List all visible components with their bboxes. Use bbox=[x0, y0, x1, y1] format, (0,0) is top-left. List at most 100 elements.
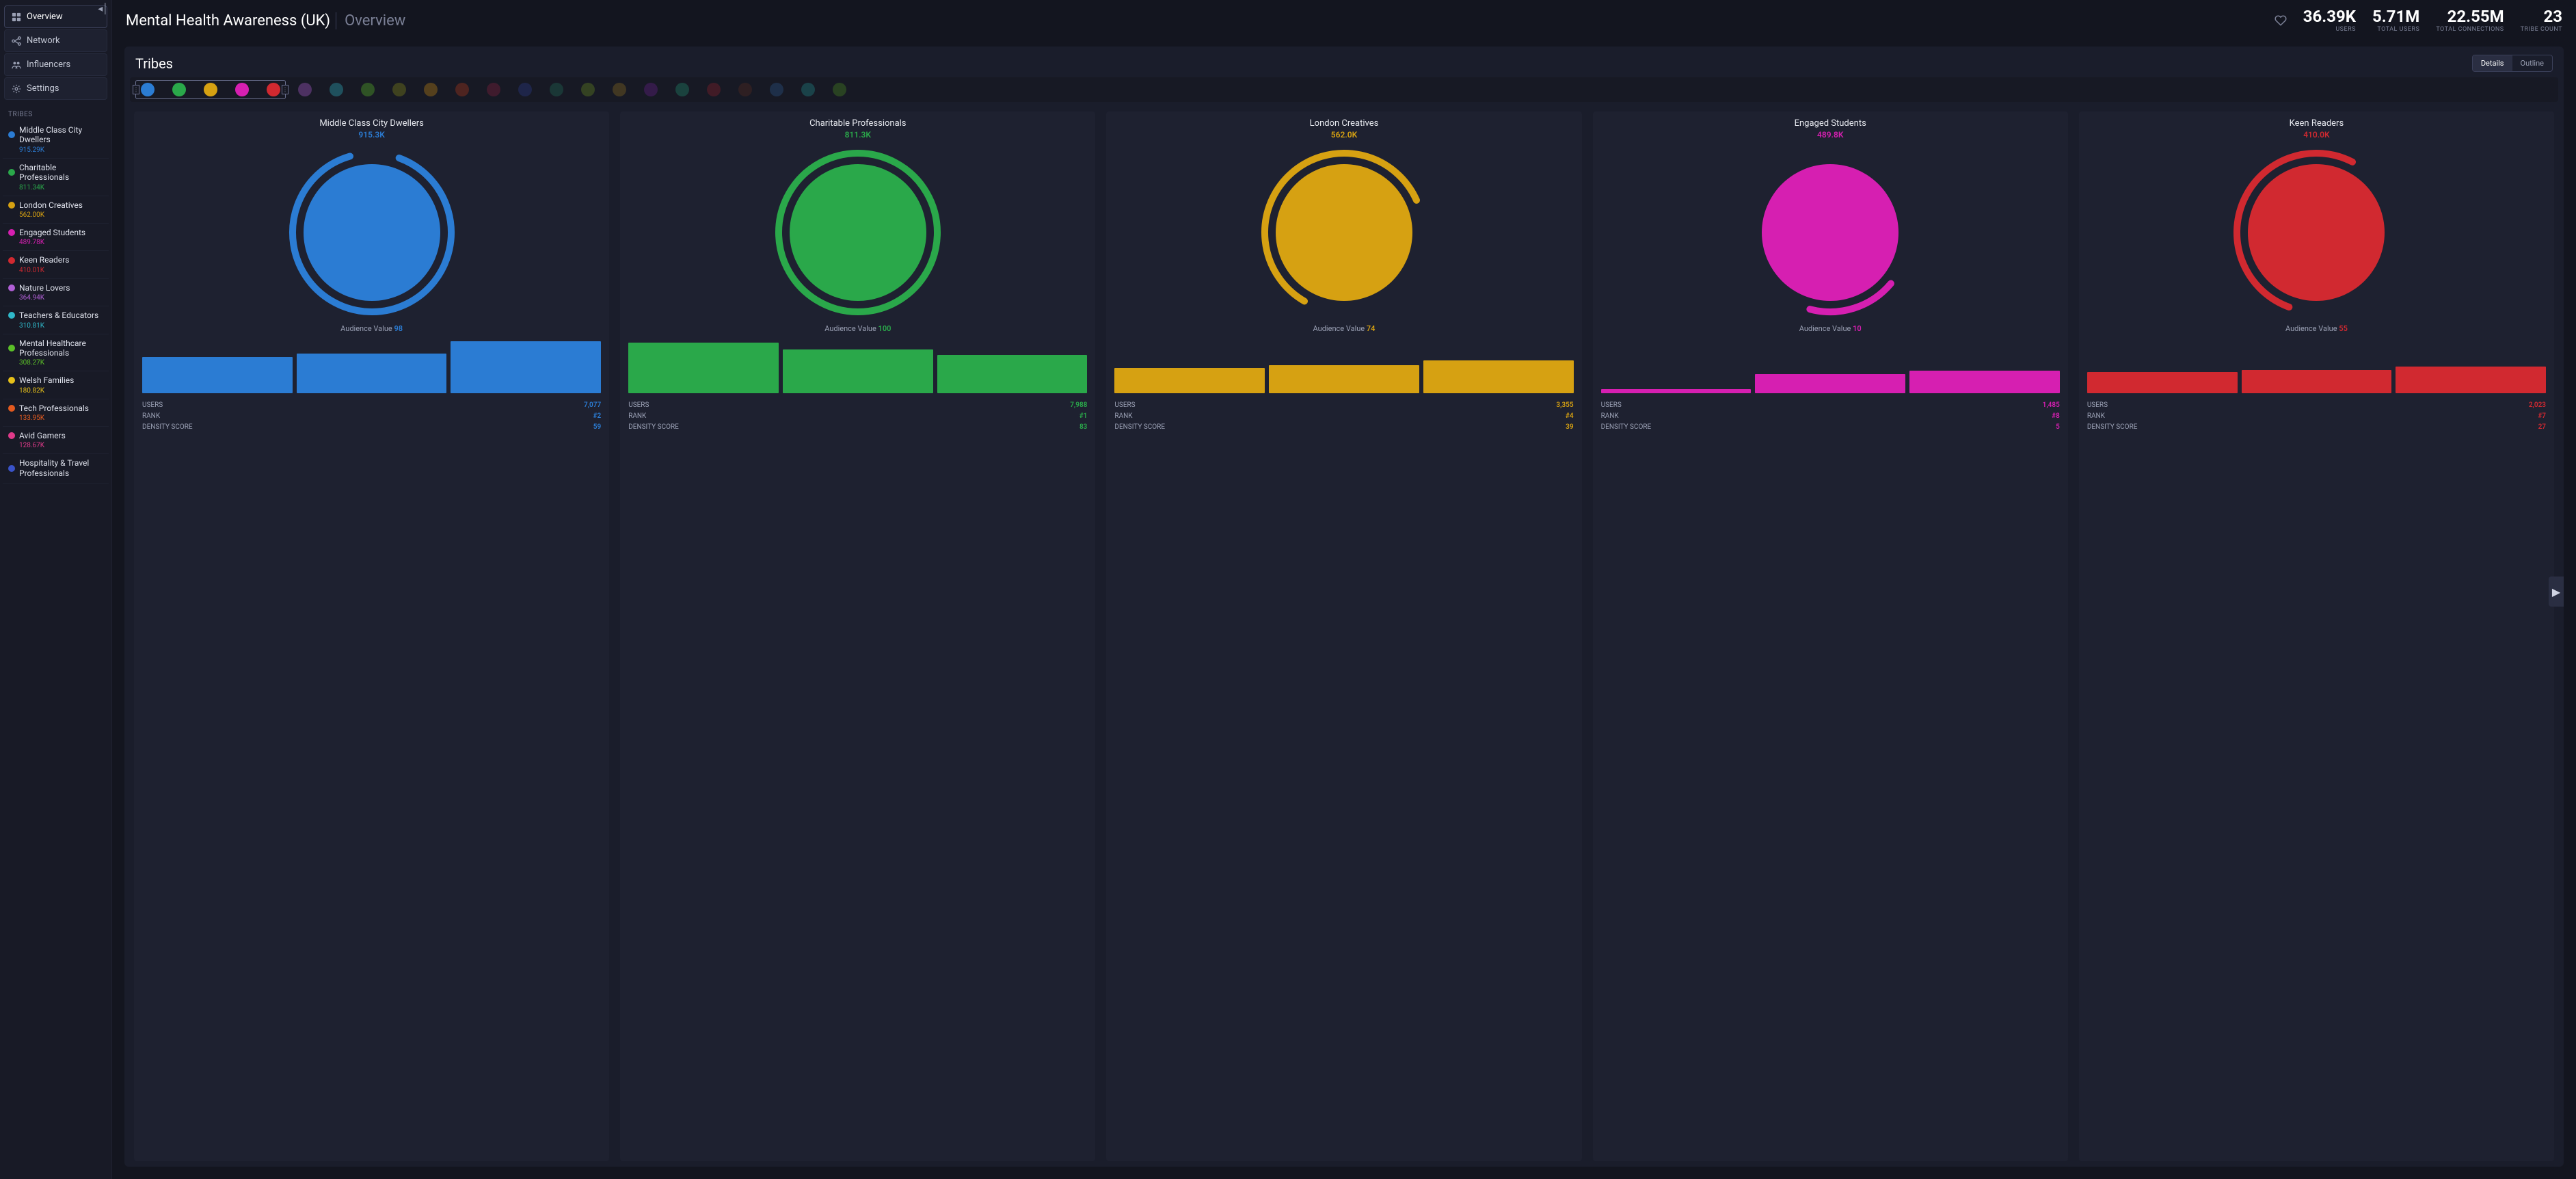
stat-value: 23 bbox=[2521, 8, 2562, 25]
toggle-details[interactable]: Details bbox=[2473, 55, 2512, 71]
strip-dot[interactable] bbox=[738, 83, 752, 96]
strip-dot[interactable] bbox=[455, 83, 469, 96]
sidebar-tribe-item[interactable]: Hospitality & Travel Professionals bbox=[3, 454, 109, 484]
toggle-outline[interactable]: Outline bbox=[2512, 55, 2553, 71]
strip-dot[interactable] bbox=[204, 83, 217, 96]
stat-label: TRIBE COUNT bbox=[2521, 26, 2562, 33]
strip-dot[interactable] bbox=[770, 83, 783, 96]
bar bbox=[1114, 368, 1265, 393]
strip-dot[interactable] bbox=[361, 83, 375, 96]
tribe-card[interactable]: Keen Readers 410.0K Audience Value 55 US… bbox=[2079, 111, 2554, 1161]
sidebar-tribe-item[interactable]: Charitable Professionals 811.34K bbox=[3, 159, 109, 196]
card-title: Engaged Students bbox=[1601, 118, 2060, 129]
ring-chart bbox=[628, 144, 1087, 321]
tribe-color-dot bbox=[8, 229, 15, 236]
selection-handle-right[interactable]: ⋮ bbox=[282, 85, 289, 94]
audience-value-line: Audience Value 55 bbox=[2087, 324, 2546, 333]
card-title: London Creatives bbox=[1114, 118, 1573, 129]
strip-dot[interactable] bbox=[424, 83, 438, 96]
sidebar-tribe-item[interactable]: Engaged Students 489.78K bbox=[3, 224, 109, 251]
network-icon bbox=[12, 36, 21, 46]
strip-dot[interactable] bbox=[707, 83, 721, 96]
sidebar-tribe-item[interactable]: Middle Class City Dwellers 915.29K bbox=[3, 121, 109, 159]
strip-dot[interactable] bbox=[581, 83, 595, 96]
stat-value: 22.55M bbox=[2436, 8, 2504, 25]
strip-dot[interactable] bbox=[330, 83, 343, 96]
tribe-color-dot bbox=[8, 465, 15, 472]
tribe-value: 133.95K bbox=[19, 414, 103, 422]
strip-dot[interactable] bbox=[267, 83, 280, 96]
sidebar-tribe-item[interactable]: Mental Healthcare Professionals 308.27K bbox=[3, 334, 109, 372]
tribe-color-dot bbox=[8, 405, 15, 412]
stat-label: USERS bbox=[2303, 26, 2356, 33]
page-title: Mental Health Awareness (UK) bbox=[126, 12, 330, 29]
strip-dot[interactable] bbox=[141, 83, 155, 96]
nav-overview[interactable]: Overview bbox=[4, 5, 107, 28]
tribe-card[interactable]: London Creatives 562.0K Audience Value 7… bbox=[1106, 111, 1581, 1161]
tribe-name: Mental Healthcare Professionals bbox=[19, 339, 103, 358]
grid-icon bbox=[12, 12, 21, 22]
nav-settings[interactable]: Settings bbox=[4, 77, 107, 100]
nav-network[interactable]: Network bbox=[4, 29, 107, 52]
scroll-right-button[interactable]: ▶ bbox=[2549, 577, 2564, 607]
tribe-name: Nature Lovers bbox=[19, 283, 70, 293]
strip-dot[interactable] bbox=[550, 83, 563, 96]
tribe-color-dot bbox=[8, 377, 15, 384]
tribe-name: Keen Readers bbox=[19, 255, 69, 265]
strip-dot[interactable] bbox=[172, 83, 186, 96]
card-stats: USERS7,077 RANK#2 DENSITY SCORE59 bbox=[142, 400, 601, 433]
strip-dot[interactable] bbox=[833, 83, 846, 96]
bar bbox=[142, 357, 293, 393]
tribe-card[interactable]: Middle Class City Dwellers 915.3K Audien… bbox=[134, 111, 609, 1161]
tribe-value: 562.00K bbox=[19, 211, 103, 219]
strip-dot[interactable] bbox=[487, 83, 500, 96]
tribe-value: 310.81K bbox=[19, 322, 103, 330]
tribe-name: Tech Professionals bbox=[19, 403, 89, 413]
tribes-list: Middle Class City Dwellers 915.29K Chari… bbox=[3, 121, 109, 1175]
main: Mental Health Awareness (UK) Overview 36… bbox=[112, 0, 2576, 1179]
tribe-name: Engaged Students bbox=[19, 228, 85, 237]
strip-dot[interactable] bbox=[675, 83, 689, 96]
sidebar-tribe-item[interactable]: Nature Lovers 364.94K bbox=[3, 279, 109, 306]
tribe-name: Welsh Families bbox=[19, 375, 74, 385]
sidebar-tribe-item[interactable]: London Creatives 562.00K bbox=[3, 196, 109, 224]
audience-value-line: Audience Value 98 bbox=[142, 324, 601, 333]
strip-dot[interactable] bbox=[518, 83, 532, 96]
audience-value-line: Audience Value 10 bbox=[1601, 324, 2060, 333]
tribe-dot-strip: ⋮⋮ bbox=[130, 77, 2558, 102]
tribe-color-dot bbox=[8, 131, 15, 138]
card-value: 811.3K bbox=[628, 130, 1087, 140]
strip-dot[interactable] bbox=[801, 83, 815, 96]
card-stats: USERS1,485 RANK#8 DENSITY SCORE5 bbox=[1601, 400, 2060, 433]
tribe-card[interactable]: Engaged Students 489.8K Audience Value 1… bbox=[1593, 111, 2068, 1161]
sidebar-tribe-item[interactable]: Keen Readers 410.01K bbox=[3, 251, 109, 278]
strip-dot[interactable] bbox=[644, 83, 658, 96]
stat-value: 36.39K bbox=[2303, 8, 2356, 25]
selection-handle-left[interactable]: ⋮ bbox=[133, 85, 139, 94]
tribe-color-dot bbox=[8, 202, 15, 209]
strip-dot[interactable] bbox=[235, 83, 249, 96]
card-title: Charitable Professionals bbox=[628, 118, 1087, 129]
tribe-value: 180.82K bbox=[19, 387, 103, 395]
sidebar-tribe-item[interactable]: Welsh Families 180.82K bbox=[3, 371, 109, 399]
audience-value-line: Audience Value 74 bbox=[1114, 324, 1573, 333]
strip-dot[interactable] bbox=[613, 83, 626, 96]
bar bbox=[1269, 365, 1419, 393]
strip-dot[interactable] bbox=[392, 83, 406, 96]
tribe-value: 308.27K bbox=[19, 359, 103, 367]
tribe-color-dot bbox=[8, 345, 15, 352]
tribe-card[interactable]: Charitable Professionals 811.3K Audience… bbox=[620, 111, 1095, 1161]
header-stat: 5.71M TOTAL USERS bbox=[2372, 8, 2419, 33]
favorite-icon[interactable] bbox=[2275, 14, 2287, 27]
page-subtitle: Overview bbox=[336, 12, 405, 29]
bars-chart bbox=[142, 340, 601, 393]
sidebar-collapse-icon[interactable]: ◂│ bbox=[98, 3, 109, 14]
sidebar-tribe-item[interactable]: Tech Professionals 133.95K bbox=[3, 399, 109, 427]
header: Mental Health Awareness (UK) Overview 36… bbox=[112, 0, 2576, 40]
sidebar-tribe-item[interactable]: Teachers & Educators 310.81K bbox=[3, 306, 109, 334]
bar bbox=[628, 343, 779, 393]
sidebar-tribe-item[interactable]: Avid Gamers 128.67K bbox=[3, 427, 109, 454]
nav-influencers[interactable]: Influencers bbox=[4, 53, 107, 76]
strip-dot[interactable] bbox=[298, 83, 312, 96]
tribe-name: Avid Gamers bbox=[19, 431, 66, 440]
